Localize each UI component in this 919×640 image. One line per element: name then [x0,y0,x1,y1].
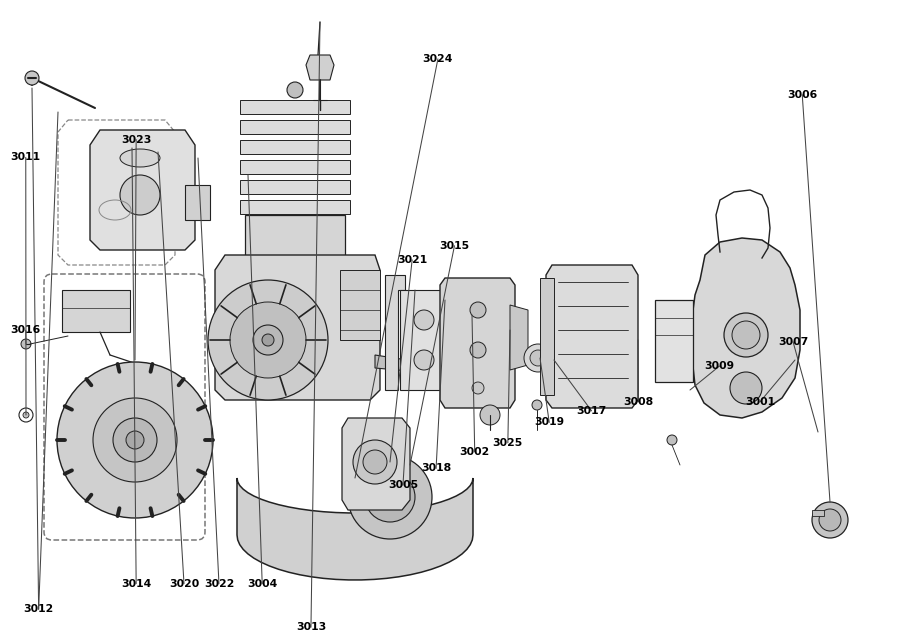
Circle shape [25,71,39,85]
Circle shape [723,313,767,357]
Circle shape [365,472,414,522]
Text: 3017: 3017 [576,406,606,416]
Circle shape [524,344,551,372]
Polygon shape [375,355,420,372]
Text: 3022: 3022 [203,579,234,589]
Circle shape [471,382,483,394]
Circle shape [811,502,847,538]
Polygon shape [240,180,349,194]
Circle shape [93,398,176,482]
Text: 3009: 3009 [704,361,733,371]
Text: 3021: 3021 [397,255,426,265]
Circle shape [253,325,283,355]
Circle shape [57,362,213,518]
Circle shape [529,350,545,366]
Circle shape [414,350,434,370]
Circle shape [347,455,432,539]
Polygon shape [509,305,528,370]
Circle shape [113,418,157,462]
Circle shape [732,321,759,349]
Text: 3019: 3019 [534,417,563,428]
Circle shape [119,175,160,215]
Circle shape [126,431,144,449]
Circle shape [531,400,541,410]
Polygon shape [240,200,349,214]
Circle shape [262,334,274,346]
Circle shape [208,280,328,400]
Polygon shape [691,238,800,418]
Circle shape [287,82,302,98]
Circle shape [666,435,676,445]
Polygon shape [237,478,472,580]
Ellipse shape [119,149,160,167]
Text: 3024: 3024 [422,54,453,64]
Circle shape [470,342,485,358]
Text: 3012: 3012 [24,604,53,614]
Circle shape [230,302,306,378]
Text: 3008: 3008 [623,397,652,407]
Polygon shape [384,275,404,390]
Text: 3014: 3014 [121,579,151,589]
Circle shape [378,485,402,509]
Circle shape [363,450,387,474]
Text: 3007: 3007 [777,337,807,347]
Polygon shape [244,215,345,260]
Text: 3025: 3025 [493,438,522,448]
Polygon shape [62,290,130,332]
Polygon shape [306,55,334,80]
Polygon shape [340,270,380,340]
Polygon shape [240,160,349,174]
Polygon shape [240,100,349,114]
Circle shape [21,339,31,349]
Polygon shape [400,290,448,390]
Circle shape [384,492,394,502]
Text: 3015: 3015 [439,241,469,251]
Text: 3023: 3023 [120,134,152,145]
Text: 3016: 3016 [11,325,40,335]
Text: 3018: 3018 [421,463,450,474]
Text: 3013: 3013 [296,622,325,632]
Polygon shape [545,265,637,408]
Text: 3004: 3004 [247,579,277,589]
Polygon shape [539,278,553,395]
Polygon shape [240,140,349,154]
Circle shape [353,440,397,484]
Text: 3020: 3020 [169,579,199,589]
Text: 3001: 3001 [744,397,774,407]
Text: 3005: 3005 [388,480,417,490]
Polygon shape [342,418,410,510]
Circle shape [414,310,434,330]
Polygon shape [90,130,195,250]
Text: 3006: 3006 [787,90,816,100]
Polygon shape [439,278,515,408]
Circle shape [818,509,840,531]
Text: 3002: 3002 [460,447,489,457]
Polygon shape [811,510,823,516]
Text: 3011: 3011 [11,152,40,163]
Circle shape [729,372,761,404]
Polygon shape [215,255,380,400]
Circle shape [470,302,485,318]
Polygon shape [240,120,349,134]
Circle shape [23,412,29,418]
Polygon shape [185,185,210,220]
Circle shape [480,405,499,425]
Bar [654,300,692,382]
